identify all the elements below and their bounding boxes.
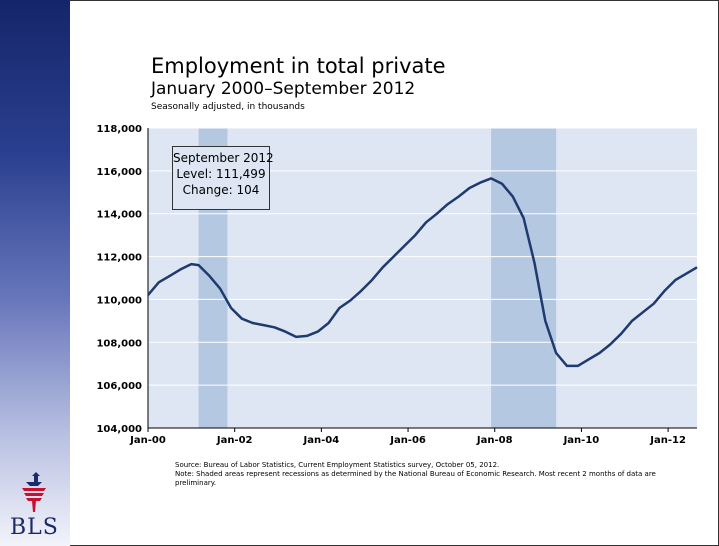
source-notes: Source: Bureau of Labor Statistics, Curr… (175, 461, 695, 488)
infobox-change: Change: 104 (182, 183, 260, 197)
infobox-period: September 2012 (173, 151, 274, 165)
y-tick-label: 110,000 (96, 295, 142, 306)
y-tick-label: 116,000 (96, 167, 142, 178)
latest-value-infobox: September 2012 Level: 111,499 Change: 10… (172, 146, 274, 210)
x-tick-label: Jan-12 (649, 435, 686, 446)
y-tick-label: 106,000 (96, 381, 142, 392)
x-tick-label: Jan-06 (389, 435, 426, 446)
x-tick-label: Jan-08 (476, 435, 513, 446)
y-tick-label: 112,000 (96, 253, 142, 264)
x-tick-label: Jan-04 (303, 435, 340, 446)
employment-series-line (147, 177, 698, 368)
sidebar-gradient (0, 0, 70, 546)
source-line: Source: Bureau of Labor Statistics, Curr… (175, 461, 500, 469)
note-line: Note: Shaded areas represent recessions … (175, 470, 656, 487)
bls-logo-icon (22, 472, 46, 512)
x-tick-label: Jan-10 (563, 435, 600, 446)
y-tick-label: 114,000 (96, 210, 142, 221)
bls-logo-text: BLS (10, 515, 59, 540)
y-tick-label: 108,000 (96, 338, 142, 349)
x-tick-label: Jan-00 (129, 435, 166, 446)
chart-subtitle: January 2000–September 2012 (151, 79, 416, 99)
recession-shade (491, 128, 557, 428)
chart-title: Employment in total private (151, 54, 446, 78)
infobox-level: Level: 111,499 (176, 167, 266, 181)
plot-area: 104,000 106,000 108,000 110,000 112,000 114,0… (96, 124, 698, 446)
y-tick-label: 104,000 (96, 424, 142, 435)
y-tick-label: 118,000 (96, 124, 142, 135)
x-tick-label: Jan-02 (216, 435, 253, 446)
chart-caption: Seasonally adjusted, in thousands (151, 102, 305, 112)
